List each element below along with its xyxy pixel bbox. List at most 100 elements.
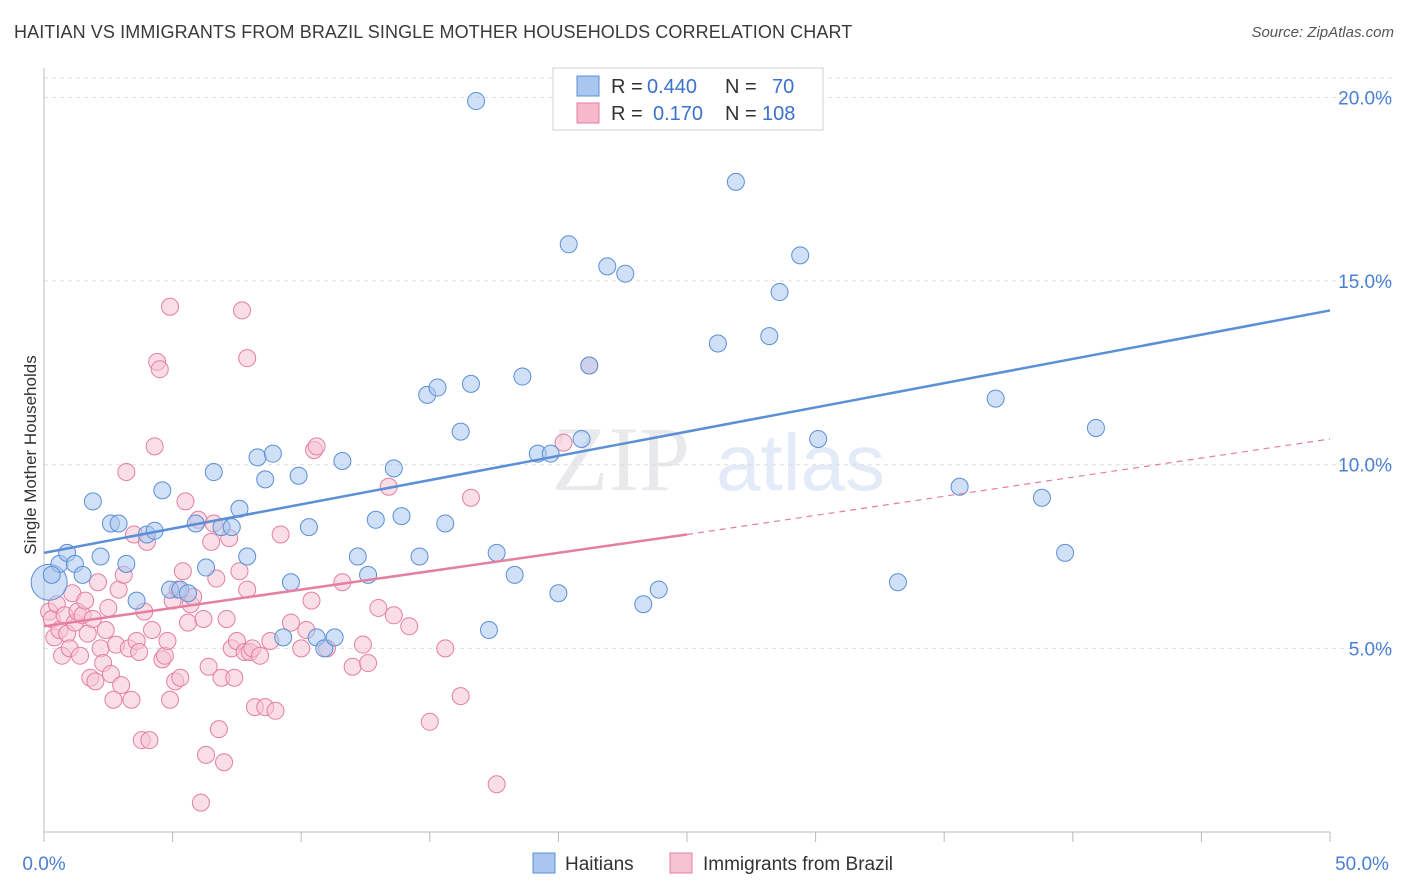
bottom-legend-label-brazil: Immigrants from Brazil bbox=[703, 854, 893, 875]
point-haitians bbox=[1086, 418, 1105, 437]
point-haitians bbox=[634, 595, 653, 614]
point-brazil bbox=[487, 775, 506, 794]
point-brazil bbox=[199, 657, 218, 676]
y-tick-label: 20.0% bbox=[1338, 88, 1392, 109]
point-brazil bbox=[292, 639, 311, 658]
point-brazil bbox=[217, 609, 236, 628]
point-brazil bbox=[91, 639, 110, 658]
trend-line-brazil bbox=[43, 533, 688, 628]
point-brazil bbox=[202, 532, 221, 551]
point-haitians bbox=[726, 172, 745, 191]
trend-line-brazil-extension bbox=[686, 438, 1331, 536]
trend-line-haitians bbox=[43, 309, 1331, 555]
point-brazil bbox=[225, 668, 244, 687]
point-haitians bbox=[281, 573, 300, 592]
point-brazil bbox=[99, 598, 118, 617]
point-haitians bbox=[505, 565, 524, 584]
point-haitians bbox=[649, 580, 668, 599]
point-brazil bbox=[179, 613, 198, 632]
point-haitians bbox=[436, 514, 455, 533]
point-brazil bbox=[209, 720, 228, 739]
point-haitians bbox=[289, 466, 308, 485]
point-brazil bbox=[271, 525, 290, 544]
point-haitians bbox=[127, 591, 146, 610]
y-tick-label: 5.0% bbox=[1349, 639, 1392, 660]
point-brazil bbox=[384, 606, 403, 625]
point-brazil bbox=[101, 665, 120, 684]
bottom-legend-swatch-brazil bbox=[669, 852, 693, 874]
point-haitians bbox=[325, 628, 344, 647]
point-brazil bbox=[145, 437, 164, 456]
point-brazil bbox=[76, 591, 95, 610]
bottom-legend-swatch-haitians bbox=[532, 852, 556, 874]
point-haitians bbox=[348, 547, 367, 566]
point-haitians bbox=[708, 334, 727, 353]
point-haitians bbox=[42, 565, 61, 584]
legend-n-label-1: N = bbox=[725, 76, 757, 98]
point-haitians bbox=[888, 573, 907, 592]
point-haitians bbox=[479, 620, 498, 639]
point-haitians bbox=[809, 429, 828, 448]
point-haitians bbox=[299, 518, 318, 537]
point-brazil bbox=[353, 635, 372, 654]
point-haitians bbox=[410, 547, 429, 566]
point-haitians bbox=[204, 463, 223, 482]
point-brazil bbox=[155, 646, 174, 665]
point-brazil bbox=[140, 731, 159, 750]
point-brazil bbox=[302, 591, 321, 610]
point-haitians bbox=[461, 374, 480, 393]
legend-swatch-haitians bbox=[576, 75, 600, 97]
point-haitians bbox=[153, 481, 172, 500]
point-brazil bbox=[143, 620, 162, 639]
legend-n-value-1: 70 bbox=[772, 76, 794, 98]
point-haitians bbox=[109, 514, 128, 533]
x-axis-ticks bbox=[43, 832, 1331, 842]
point-haitians bbox=[222, 518, 241, 537]
watermark-atlas: atlas bbox=[716, 418, 885, 507]
point-brazil bbox=[251, 646, 270, 665]
point-brazil bbox=[420, 712, 439, 731]
point-brazil bbox=[215, 753, 234, 772]
point-haitians bbox=[256, 470, 275, 489]
bottom-legend: Haitians Immigrants from Brazil bbox=[532, 852, 893, 875]
trend-lines bbox=[43, 309, 1331, 628]
point-haitians bbox=[559, 235, 578, 254]
source-label: Source: ZipAtlas.com bbox=[1251, 24, 1394, 41]
point-haitians bbox=[950, 477, 969, 496]
y-axis-tick-labels: 5.0% 10.0% 15.0% 20.0% bbox=[1338, 88, 1392, 660]
point-brazil bbox=[96, 620, 115, 639]
point-haitians bbox=[263, 444, 282, 463]
chart-title: HAITIAN VS IMMIGRANTS FROM BRAZIL SINGLE… bbox=[14, 22, 853, 42]
point-brazil bbox=[173, 562, 192, 581]
point-brazil bbox=[451, 687, 470, 706]
point-haitians bbox=[572, 429, 591, 448]
point-brazil bbox=[307, 437, 326, 456]
point-brazil bbox=[461, 488, 480, 507]
point-haitians bbox=[467, 92, 486, 111]
y-axis-label: Single Mother Households bbox=[21, 355, 40, 554]
point-brazil bbox=[89, 573, 108, 592]
point-haitians bbox=[616, 264, 635, 283]
point-haitians bbox=[451, 422, 470, 441]
point-haitians bbox=[248, 448, 267, 467]
point-brazil bbox=[104, 690, 123, 709]
legend-n-label-2: N = bbox=[725, 103, 757, 125]
point-brazil bbox=[359, 654, 378, 673]
legend-r-value-2: 0.170 bbox=[653, 103, 703, 125]
point-haitians bbox=[384, 459, 403, 478]
x-tick-label-min: 0.0% bbox=[22, 854, 65, 875]
bottom-legend-label-haitians: Haitians bbox=[565, 854, 634, 875]
legend-box: R = 0.440 N = 70 R = 0.170 N = 108 bbox=[552, 67, 824, 131]
point-brazil bbox=[171, 668, 190, 687]
legend-r-value-1: 0.440 bbox=[647, 76, 697, 98]
point-haitians bbox=[580, 356, 599, 375]
y-tick-label: 10.0% bbox=[1338, 456, 1392, 477]
point-haitians bbox=[549, 584, 568, 603]
point-brazil bbox=[130, 643, 149, 662]
point-haitians bbox=[428, 378, 447, 397]
point-haitians bbox=[274, 628, 293, 647]
point-haitians bbox=[770, 283, 789, 302]
point-brazil bbox=[343, 657, 362, 676]
point-brazil bbox=[176, 492, 195, 511]
